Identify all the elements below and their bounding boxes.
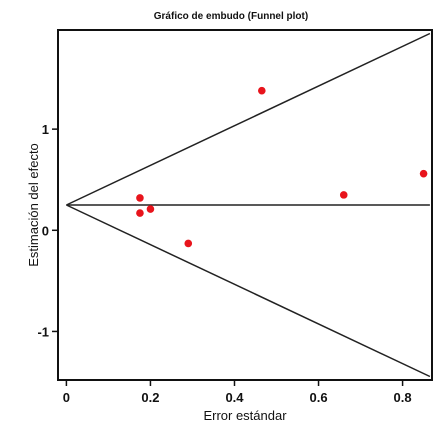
y-tick-label: 0 bbox=[42, 223, 49, 238]
upper-funnel-line bbox=[66, 32, 431, 206]
x-tick-label: 0.8 bbox=[394, 390, 412, 405]
y-tick-label: 1 bbox=[42, 122, 49, 137]
data-point bbox=[136, 194, 144, 202]
data-point bbox=[419, 169, 428, 178]
data-point bbox=[184, 239, 193, 248]
funnel-lines bbox=[66, 32, 431, 378]
x-axis-label: Error estándar bbox=[203, 408, 287, 423]
plot-frame bbox=[57, 29, 433, 381]
y-tick-label: -1 bbox=[37, 324, 49, 339]
data-point bbox=[136, 209, 144, 217]
y-axis-label: Estimación del efecto bbox=[26, 143, 41, 267]
data-point bbox=[146, 205, 155, 213]
lower-funnel-line bbox=[66, 204, 431, 378]
axis-ticks: 0 0.2 0.4 0.6 0.8 -1 0 1 bbox=[37, 122, 411, 405]
x-tick-label: 0.6 bbox=[310, 390, 328, 405]
data-point bbox=[339, 191, 348, 199]
chart-title: Gráfico de embudo (Funnel plot) bbox=[154, 11, 308, 22]
data-point bbox=[258, 86, 266, 95]
data-points bbox=[136, 86, 428, 248]
x-tick-label: 0 bbox=[63, 390, 70, 405]
x-tick-label: 0.4 bbox=[225, 390, 244, 405]
x-tick-label: 0.2 bbox=[141, 390, 159, 405]
